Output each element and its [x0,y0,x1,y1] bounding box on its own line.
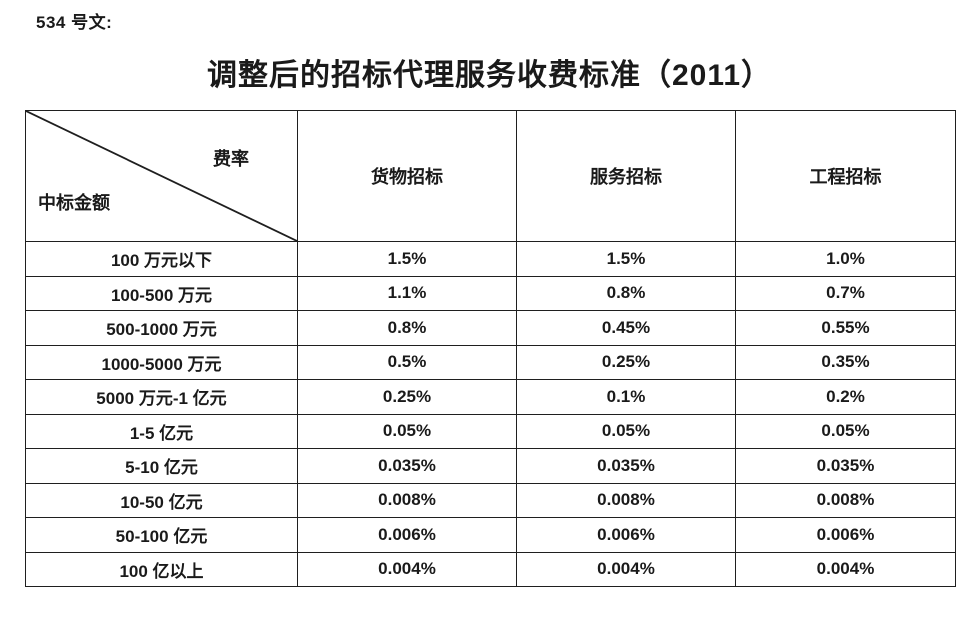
diagonal-divider-line [26,111,297,241]
cell-value: 0.008% [297,482,517,518]
table-row: 100 亿以上 0.004% 0.004% 0.004% [25,551,956,587]
table-row: 100-500 万元 1.1% 0.8% 0.7% [25,275,956,311]
row-label: 5-10 亿元 [25,448,298,484]
table-row: 500-1000 万元 0.8% 0.45% 0.55% [25,310,956,346]
cell-value: 0.035% [516,448,736,484]
diagonal-corner-cell: 费率 中标金额 [25,110,298,242]
cell-value: 0.006% [297,517,517,553]
cell-value: 0.35% [735,344,956,380]
cell-value: 1.5% [297,241,517,277]
table-header: 费率 中标金额 货物招标 服务招标 工程招标 [25,110,956,242]
cell-value: 0.05% [735,413,956,449]
cell-value: 0.006% [516,517,736,553]
cell-value: 0.004% [297,551,517,587]
cell-value: 0.05% [297,413,517,449]
cell-value: 0.5% [297,344,517,380]
row-label: 5000 万元-1 亿元 [25,379,298,415]
header-row: 费率 中标金额 货物招标 服务招标 工程招标 [25,110,956,242]
corner-amount-label: 中标金额 [38,193,110,213]
cell-value: 0.035% [735,448,956,484]
doc-number-label: 534 号文: [36,13,113,32]
cell-value: 0.1% [516,379,736,415]
cell-value: 0.006% [735,517,956,553]
row-label: 10-50 亿元 [25,482,298,518]
table-row: 10-50 亿元 0.008% 0.008% 0.008% [25,482,956,518]
row-label: 100 亿以上 [25,551,298,587]
row-label: 100 万元以下 [25,241,298,277]
row-label: 50-100 亿元 [25,517,298,553]
page-title: 调整后的招标代理服务收费标准（2011） [206,59,773,92]
cell-value: 0.7% [735,275,956,311]
row-label: 1-5 亿元 [25,413,298,449]
cell-value: 0.004% [516,551,736,587]
column-header-goods: 货物招标 [297,110,517,242]
column-header-service: 服务招标 [516,110,736,242]
corner-rate-label: 费率 [213,149,249,169]
cell-value: 0.55% [735,310,956,346]
cell-value: 0.05% [516,413,736,449]
table-row: 1-5 亿元 0.05% 0.05% 0.05% [25,413,956,449]
row-label: 1000-5000 万元 [25,344,298,380]
row-label: 100-500 万元 [25,275,298,311]
table-row: 100 万元以下 1.5% 1.5% 1.0% [25,241,956,277]
table-body: 100 万元以下 1.5% 1.5% 1.0% 100-500 万元 1.1% … [25,241,956,587]
cell-value: 1.5% [516,241,736,277]
cell-value: 0.25% [516,344,736,380]
cell-value: 0.008% [516,482,736,518]
table-row: 50-100 亿元 0.006% 0.006% 0.006% [25,517,956,553]
cell-value: 0.008% [735,482,956,518]
cell-value: 0.25% [297,379,517,415]
cell-value: 0.45% [516,310,736,346]
cell-value: 1.1% [297,275,517,311]
cell-value: 1.0% [735,241,956,277]
cell-value: 0.004% [735,551,956,587]
row-label: 500-1000 万元 [25,310,298,346]
table-row: 1000-5000 万元 0.5% 0.25% 0.35% [25,344,956,380]
fee-rate-table: 费率 中标金额 货物招标 服务招标 工程招标 100 万元以下 1.5% 1.5… [25,110,956,587]
cell-value: 0.2% [735,379,956,415]
cell-value: 0.8% [516,275,736,311]
table-row: 5000 万元-1 亿元 0.25% 0.1% 0.2% [25,379,956,415]
table-row: 5-10 亿元 0.035% 0.035% 0.035% [25,448,956,484]
cell-value: 0.035% [297,448,517,484]
cell-value: 0.8% [297,310,517,346]
column-header-engineering: 工程招标 [735,110,956,242]
